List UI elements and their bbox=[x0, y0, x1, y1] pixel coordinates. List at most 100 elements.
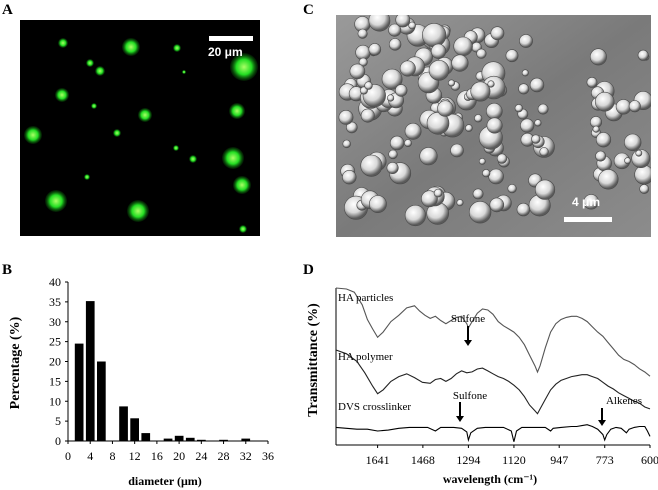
sem-sphere bbox=[505, 49, 519, 63]
sem-sphere bbox=[426, 112, 450, 135]
histogram-x-tick-label: 24 bbox=[195, 449, 207, 463]
scale-label-c: 4 μm bbox=[572, 195, 601, 209]
sem-sphere bbox=[595, 150, 606, 162]
sem-sphere bbox=[521, 69, 529, 77]
histogram-bar bbox=[174, 435, 184, 441]
histogram-x-tick-label: 32 bbox=[240, 449, 252, 463]
spectra-x-tick-label: 1641 bbox=[366, 453, 390, 467]
sem-sphere bbox=[624, 157, 631, 165]
spectrum-annotation: Sulfone bbox=[451, 313, 485, 325]
spectra-annotations: Sulfone Sulfone Alkenes bbox=[451, 313, 642, 426]
sem-sphere bbox=[338, 110, 354, 125]
sem-sphere bbox=[404, 139, 412, 148]
histogram-y-tick-label: 35 bbox=[49, 295, 61, 309]
sem-sphere bbox=[520, 118, 535, 133]
sem-particles bbox=[338, 15, 651, 227]
histogram-x-label: diameter (μm) bbox=[128, 474, 202, 488]
panel-letter-d: D bbox=[303, 262, 314, 278]
histogram-y-tick-label: 30 bbox=[49, 315, 61, 329]
sem-sphere bbox=[637, 49, 649, 61]
sem-sphere bbox=[381, 68, 403, 90]
sem-sphere bbox=[388, 149, 398, 160]
ftir-spectra: 1641 1468 1294 1120 947 773 600 HA particlesHA… bbox=[306, 287, 658, 486]
sem-sphere bbox=[595, 132, 612, 148]
sem-sphere bbox=[487, 80, 495, 88]
sem-sphere bbox=[342, 139, 351, 149]
sem-sphere bbox=[419, 147, 438, 166]
sem-sphere bbox=[451, 54, 469, 72]
sem-sphere bbox=[634, 165, 651, 185]
sem-sphere bbox=[519, 34, 533, 48]
sem-sphere bbox=[388, 38, 402, 51]
spectra-lines bbox=[335, 287, 651, 443]
sem-sphere bbox=[404, 122, 422, 140]
sem-sphere bbox=[386, 94, 395, 102]
sem-sphere bbox=[388, 23, 402, 37]
sem-sphere bbox=[639, 184, 650, 194]
spectrum-annotation: Sulfone bbox=[453, 390, 487, 402]
sem-sphere bbox=[482, 169, 491, 178]
sem-sphere bbox=[496, 153, 508, 164]
histogram-x-tick-label: 0 bbox=[65, 449, 71, 463]
sem-sphere bbox=[453, 36, 473, 57]
sem-sphere bbox=[490, 26, 505, 41]
annotation-arrow-head bbox=[464, 340, 472, 346]
spectra-x-tick-label: 1120 bbox=[502, 453, 526, 467]
annotation-arrow-head bbox=[456, 416, 464, 422]
sem-sphere bbox=[531, 134, 541, 144]
spectra-x-tick-label: 947 bbox=[550, 453, 568, 467]
spectra-axes bbox=[335, 288, 650, 446]
sem-sphere bbox=[594, 91, 615, 112]
sem-sphere bbox=[583, 194, 599, 210]
spectrum-series-label: HA particles bbox=[338, 292, 393, 304]
spectra-x-ticks: 1641 1468 1294 1120 947 773 600 bbox=[366, 445, 658, 467]
spectra-y-label: Transmittance (%) bbox=[306, 303, 321, 417]
sem-sphere bbox=[486, 102, 503, 120]
spectrum-series-label: DVS crosslinker bbox=[338, 401, 411, 413]
histogram-bar bbox=[85, 301, 95, 441]
histogram-x-tick-label: 4 bbox=[87, 449, 93, 463]
sem-sphere bbox=[539, 147, 549, 157]
fluorescent-particles bbox=[24, 38, 258, 233]
sem-sphere bbox=[386, 162, 399, 175]
sem-micrograph: 4 μm bbox=[336, 15, 651, 237]
sem-sphere bbox=[437, 100, 454, 117]
sem-sphere bbox=[421, 23, 447, 48]
histogram-bar bbox=[119, 406, 128, 441]
histogram-x-tick-label: 16 bbox=[151, 449, 163, 463]
sem-sphere bbox=[628, 100, 641, 113]
spectrum-annotation: Alkenes bbox=[606, 395, 642, 407]
panel-letter-a: A bbox=[2, 2, 13, 18]
histogram-y-label: Percentage (%) bbox=[8, 316, 23, 409]
spectrum-line bbox=[335, 287, 651, 377]
sem-sphere bbox=[421, 190, 438, 208]
sem-sphere bbox=[529, 77, 545, 93]
spectra-x-tick-label: 773 bbox=[596, 453, 614, 467]
histogram-y-tick-label: 40 bbox=[49, 275, 61, 289]
sem-sphere bbox=[362, 83, 386, 108]
sem-sphere bbox=[592, 125, 600, 133]
sem-sphere bbox=[360, 108, 375, 123]
sem-sphere bbox=[456, 199, 464, 207]
sem-sphere bbox=[474, 114, 483, 123]
histogram-y-tick-label: 15 bbox=[49, 374, 61, 388]
sem-sphere bbox=[448, 79, 456, 87]
sem-sphere bbox=[486, 117, 503, 134]
spectrum-line bbox=[335, 349, 651, 415]
histogram-bar bbox=[74, 343, 84, 441]
sem-sphere bbox=[394, 84, 408, 97]
spectra-x-label: wavelength (cm⁻¹) bbox=[443, 472, 537, 486]
fluorescence-micrograph: 20 μm bbox=[20, 20, 260, 236]
scale-bar-c bbox=[564, 217, 612, 222]
annotation-arrow-head bbox=[598, 420, 606, 426]
sem-sphere bbox=[428, 59, 450, 81]
sem-sphere bbox=[537, 103, 549, 115]
spectra-series-labels: HA particles HA polymer DVS crosslinker bbox=[338, 292, 411, 413]
sem-sphere bbox=[368, 43, 382, 56]
sem-sphere bbox=[368, 15, 391, 32]
histogram-x-tick-label: 36 bbox=[262, 449, 274, 463]
histogram-x-tick-label: 12 bbox=[129, 449, 141, 463]
histogram-bar bbox=[197, 439, 206, 441]
sem-image bbox=[336, 15, 651, 237]
sem-sphere bbox=[624, 133, 642, 152]
